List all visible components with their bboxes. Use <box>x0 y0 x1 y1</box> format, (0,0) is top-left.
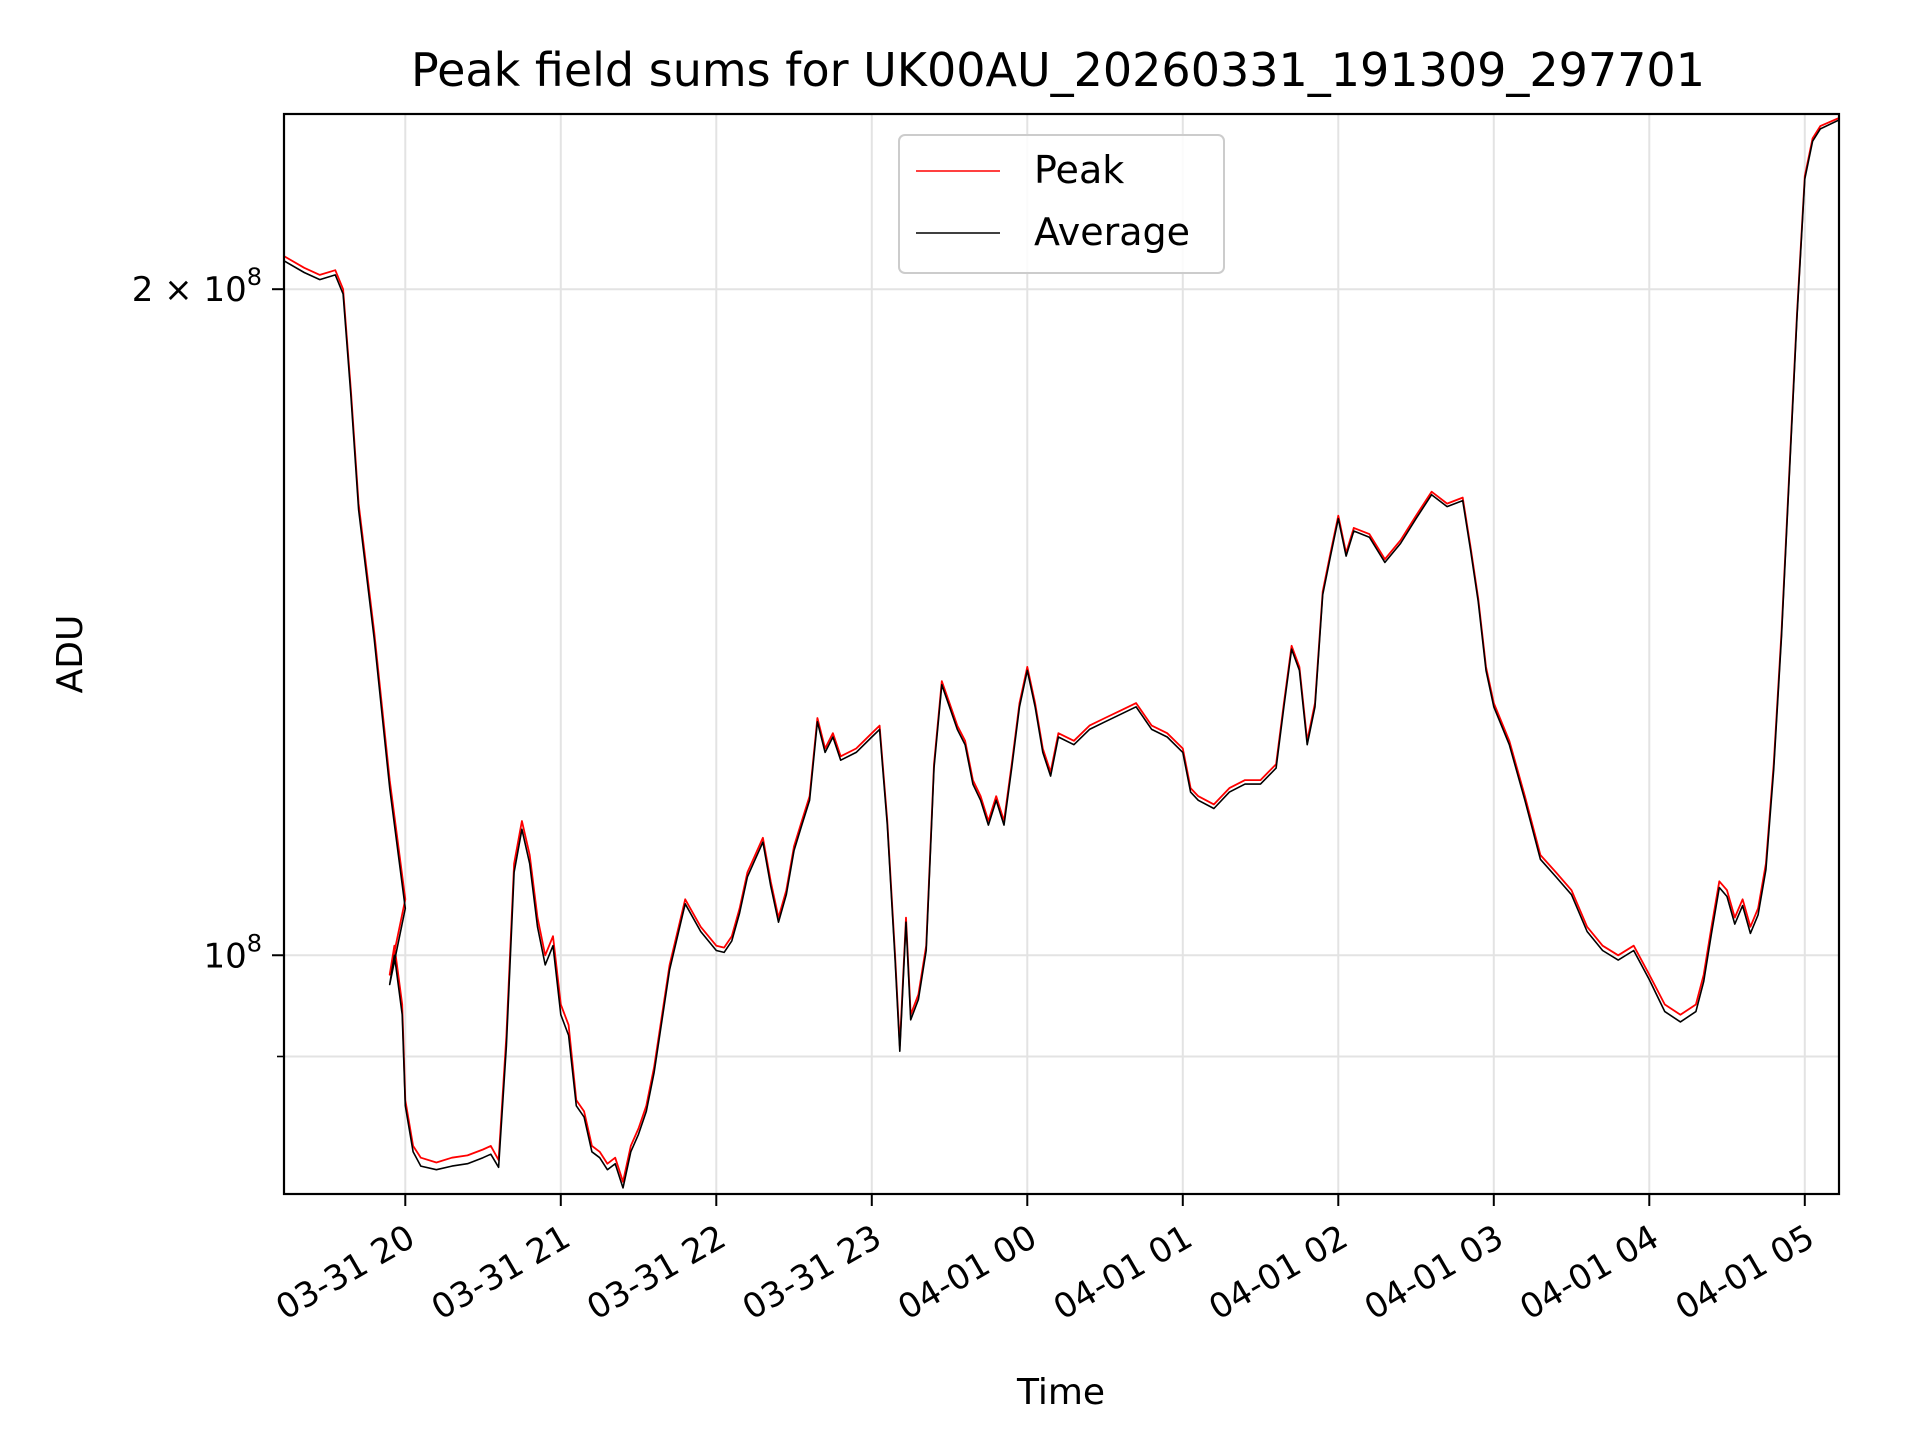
legend-label-peak: Peak <box>1034 148 1124 192</box>
y-axis-label: ADU <box>50 615 91 694</box>
grid <box>284 114 1839 1194</box>
legend: Peak Average <box>898 134 1225 274</box>
legend-box <box>898 134 1225 274</box>
series-line-average <box>284 119 1839 1189</box>
x-axis-label: Time <box>1016 1372 1105 1413</box>
series-line-peak <box>284 117 1839 1183</box>
y-tick-label: 108 <box>203 929 262 976</box>
y-axis-ticks: 2 × 108 108 <box>132 263 284 1058</box>
y-tick-label: 2 × 108 <box>132 263 262 310</box>
plot-series <box>284 117 1839 1189</box>
chart-title: Peak field sums for UK00AU_20260331_1913… <box>411 43 1705 97</box>
plot-frame <box>282 112 1841 1196</box>
legend-label-average: Average <box>1034 210 1190 254</box>
